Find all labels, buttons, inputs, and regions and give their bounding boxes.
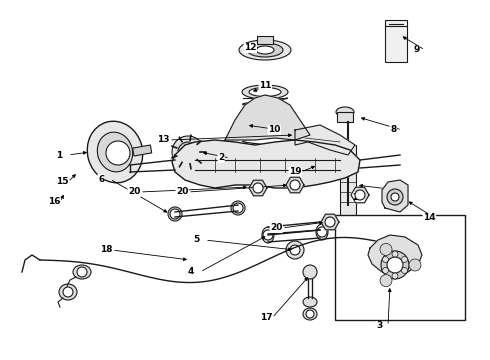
Circle shape (387, 257, 403, 273)
Bar (340, 145, 356, 230)
Polygon shape (321, 214, 339, 230)
Text: 10: 10 (268, 126, 280, 135)
Text: 1: 1 (56, 150, 62, 159)
Ellipse shape (168, 207, 182, 221)
Circle shape (183, 147, 193, 157)
Ellipse shape (313, 158, 323, 172)
Ellipse shape (73, 265, 91, 279)
Ellipse shape (303, 297, 317, 307)
Ellipse shape (249, 87, 281, 96)
Circle shape (317, 227, 327, 237)
Circle shape (233, 203, 243, 213)
Text: 14: 14 (423, 213, 436, 222)
Text: 12: 12 (244, 44, 256, 53)
Bar (385, 20, 407, 62)
Text: 17: 17 (260, 314, 272, 323)
Circle shape (63, 287, 73, 297)
Circle shape (380, 243, 392, 255)
Circle shape (392, 251, 398, 257)
Ellipse shape (309, 154, 327, 176)
Ellipse shape (59, 284, 77, 300)
Ellipse shape (231, 201, 245, 215)
Circle shape (306, 310, 314, 318)
Text: 18: 18 (100, 246, 113, 255)
Polygon shape (351, 187, 369, 203)
Circle shape (380, 275, 392, 287)
Circle shape (172, 136, 204, 168)
Circle shape (401, 267, 408, 274)
Polygon shape (172, 140, 360, 188)
Ellipse shape (256, 46, 274, 54)
Polygon shape (249, 180, 267, 196)
Circle shape (391, 193, 399, 201)
Text: 20: 20 (176, 188, 188, 197)
Text: 6: 6 (98, 175, 104, 184)
Text: 20: 20 (270, 224, 282, 233)
Text: 16: 16 (48, 198, 60, 207)
Text: 7: 7 (385, 185, 392, 194)
Text: 20: 20 (352, 193, 365, 202)
Text: 2: 2 (218, 153, 224, 162)
Ellipse shape (303, 308, 317, 320)
Polygon shape (382, 180, 408, 212)
Text: 5: 5 (193, 235, 199, 244)
Circle shape (401, 256, 408, 262)
Ellipse shape (316, 224, 328, 240)
Circle shape (383, 267, 389, 274)
Ellipse shape (336, 107, 354, 117)
Circle shape (290, 245, 300, 255)
Text: 11: 11 (259, 81, 271, 90)
Ellipse shape (344, 230, 352, 239)
Polygon shape (286, 177, 304, 193)
Text: 15: 15 (56, 177, 69, 186)
Ellipse shape (247, 43, 283, 57)
Circle shape (178, 142, 198, 162)
Ellipse shape (242, 85, 288, 99)
Bar (257, 36, 273, 44)
Polygon shape (368, 235, 422, 275)
Circle shape (383, 256, 389, 262)
Bar (335, 215, 465, 320)
Text: 20: 20 (128, 188, 140, 197)
Circle shape (355, 190, 365, 200)
Circle shape (387, 189, 403, 205)
Text: 8: 8 (390, 126, 396, 135)
Text: 4: 4 (188, 267, 195, 276)
Bar (337, 112, 353, 122)
Ellipse shape (340, 226, 356, 244)
Polygon shape (225, 95, 310, 140)
Ellipse shape (87, 121, 143, 183)
Text: 19: 19 (289, 167, 302, 176)
Circle shape (392, 273, 398, 279)
Circle shape (77, 267, 87, 277)
Text: 13: 13 (157, 135, 170, 144)
Text: 3: 3 (376, 321, 382, 330)
Circle shape (290, 180, 300, 190)
Circle shape (263, 230, 273, 240)
Circle shape (253, 183, 263, 193)
Ellipse shape (262, 227, 274, 243)
Circle shape (409, 259, 421, 271)
Ellipse shape (239, 40, 291, 60)
Circle shape (286, 241, 304, 259)
Text: 9: 9 (413, 45, 419, 54)
Circle shape (106, 141, 130, 165)
Ellipse shape (98, 132, 133, 172)
Bar (133, 145, 152, 156)
Circle shape (170, 209, 180, 219)
Polygon shape (295, 125, 355, 155)
Circle shape (303, 265, 317, 279)
Circle shape (381, 251, 409, 279)
Circle shape (325, 217, 335, 227)
